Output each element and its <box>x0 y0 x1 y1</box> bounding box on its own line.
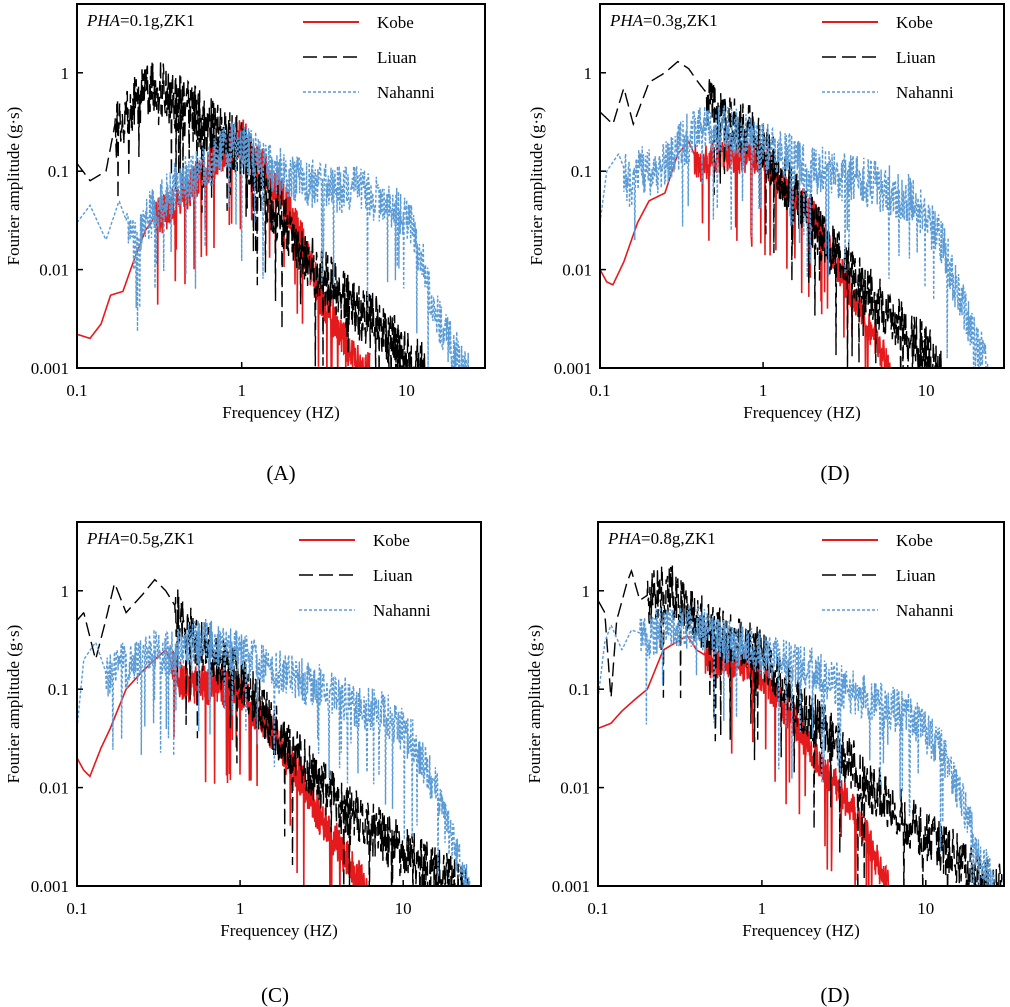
chart-panel-a: 0.001 0.01 0.1 1 0.1 1 10 Frequencey (HZ) Fourie… <box>4 3 486 485</box>
legend-label-nahanni: Nahanni <box>896 601 954 620</box>
plot-frame <box>599 3 1005 369</box>
series-line-kobe <box>77 648 368 886</box>
legend-label-liuan: Liuan <box>896 48 936 67</box>
pha-annotation: PHA=0.5g,ZK1 <box>86 529 195 548</box>
series-line-nahanni <box>77 122 470 368</box>
y-axis-title: Fourier amplitude (g·s) <box>525 625 544 784</box>
plot-area <box>598 563 1003 886</box>
y-tick-label: 0.001 <box>31 877 69 896</box>
panel-label: (D) <box>820 461 849 485</box>
legend-label-nahanni: Nahanni <box>373 601 431 620</box>
chart-panel-d-bottom: 0.001 0.01 0.1 1 0.1 1 10 Frequencey (HZ) Fourie… <box>525 521 1005 1007</box>
legend-label-liuan: Liuan <box>896 566 936 585</box>
y-tick-label: 0.1 <box>48 162 69 181</box>
y-tick-label: 0.001 <box>552 877 590 896</box>
plot-frame <box>76 3 486 369</box>
series-line-nahanni <box>600 105 991 368</box>
y-tick-label: 1 <box>61 64 70 83</box>
x-axis-title: Frequencey (HZ) <box>742 921 860 940</box>
x-axis-title: Frequencey (HZ) <box>743 403 861 422</box>
panel-label: (A) <box>266 461 295 485</box>
y-axis-title: Fourier amplitude (g·s) <box>4 625 23 784</box>
y-tick-label: 0.001 <box>554 359 592 378</box>
y-tick-label: 0.01 <box>562 261 592 280</box>
y-tick-label: 0.1 <box>48 680 69 699</box>
y-tick-label: 0.01 <box>39 261 69 280</box>
series-line-nahanni <box>598 604 995 886</box>
chart-panel-d-top: 0.001 0.01 0.1 1 0.1 1 10 Frequencey (HZ) Fourie… <box>527 3 1005 485</box>
pha-annotation: PHA=0.3g,ZK1 <box>609 11 718 30</box>
panel-label: (C) <box>261 983 289 1007</box>
legend-label-liuan: Liuan <box>377 48 417 67</box>
legend-label-kobe: Kobe <box>896 13 933 32</box>
plot-area <box>77 60 470 368</box>
series-line-liuan <box>77 578 469 886</box>
x-tick-label: 10 <box>398 381 415 400</box>
y-axis-title: Fourier amplitude (g·s) <box>527 107 546 266</box>
x-tick-label: 10 <box>918 381 935 400</box>
x-tick-label: 1 <box>236 899 245 918</box>
y-tick-label: 0.001 <box>31 359 69 378</box>
panel-label: (D) <box>820 983 849 1007</box>
legend-label-kobe: Kobe <box>373 531 410 550</box>
y-tick-label: 1 <box>582 582 591 601</box>
y-tick-label: 0.01 <box>560 779 590 798</box>
x-tick-label: 0.1 <box>66 899 87 918</box>
y-tick-label: 0.1 <box>571 162 592 181</box>
y-axis-title: Fourier amplitude (g·s) <box>4 107 23 266</box>
plot-frame <box>597 521 1005 887</box>
plot-frame <box>76 521 482 887</box>
plot-area <box>77 578 471 886</box>
y-tick-label: 0.01 <box>39 779 69 798</box>
plot-area <box>600 60 991 368</box>
x-tick-label: 0.1 <box>587 899 608 918</box>
x-axis-title: Frequencey (HZ) <box>222 403 340 422</box>
x-tick-label: 10 <box>395 899 412 918</box>
x-tick-label: 1 <box>758 899 767 918</box>
series-line-liuan <box>600 60 943 368</box>
legend-label-liuan: Liuan <box>373 566 413 585</box>
series-line-kobe <box>600 140 891 368</box>
series-line-nahanni <box>77 618 471 886</box>
x-tick-label: 0.1 <box>589 381 610 400</box>
x-tick-label: 1 <box>759 381 768 400</box>
legend-label-kobe: Kobe <box>896 531 933 550</box>
legend-label-nahanni: Nahanni <box>377 83 435 102</box>
y-tick-label: 1 <box>61 582 70 601</box>
pha-annotation: PHA=0.1g,ZK1 <box>86 11 195 30</box>
x-axis-title: Frequencey (HZ) <box>220 921 338 940</box>
y-tick-label: 0.1 <box>569 680 590 699</box>
y-tick-label: 1 <box>584 64 593 83</box>
chart-panel-c: 0.001 0.01 0.1 1 0.1 1 10 Frequencey (HZ) Fourie… <box>4 521 482 1007</box>
legend-label-nahanni: Nahanni <box>896 83 954 102</box>
series-line-kobe <box>77 119 371 368</box>
x-tick-label: 1 <box>237 381 246 400</box>
x-tick-label: 0.1 <box>66 381 87 400</box>
legend-label-kobe: Kobe <box>377 13 414 32</box>
x-tick-label: 10 <box>917 899 934 918</box>
pha-annotation: PHA=0.8g,ZK1 <box>607 529 716 548</box>
